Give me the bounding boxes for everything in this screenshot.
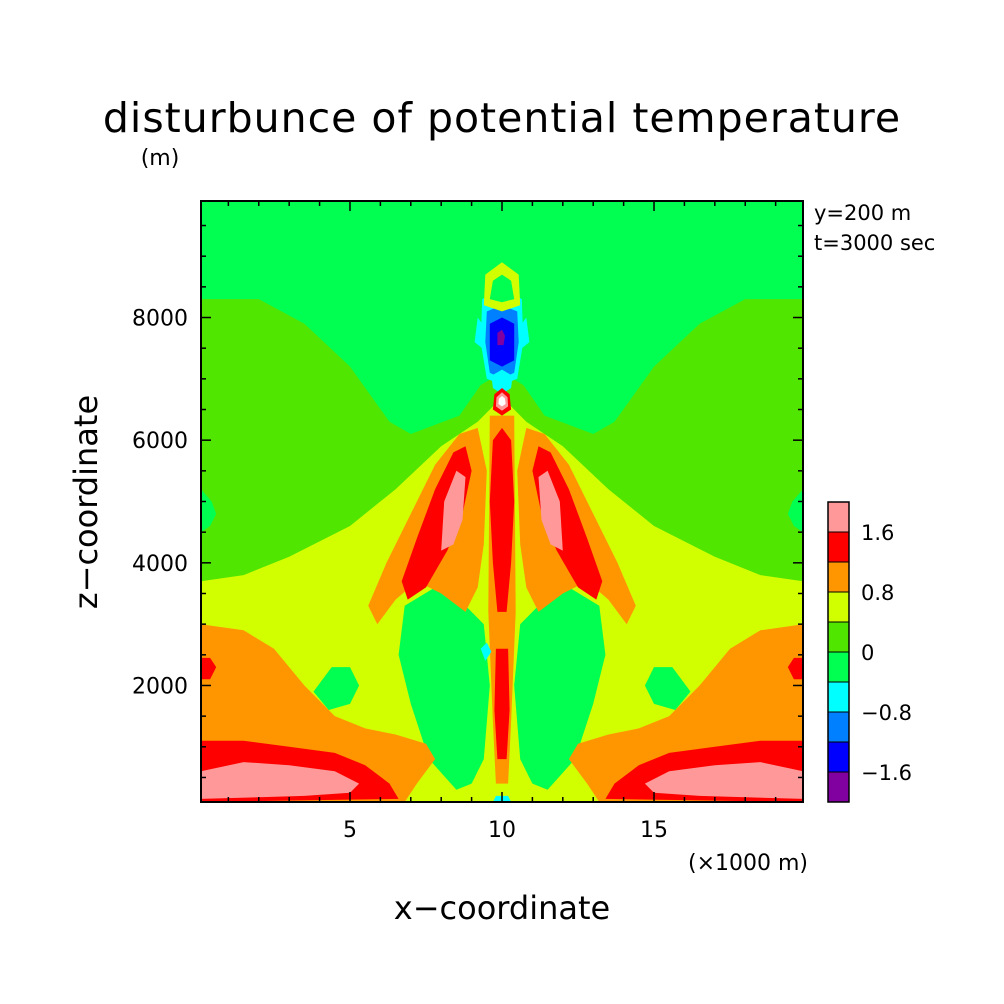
y-tick-label: 6000	[132, 429, 188, 454]
y-tick-label: 2000	[132, 674, 188, 699]
contour-region-7	[514, 587, 606, 790]
y-tick-label: 8000	[132, 307, 188, 332]
contour-field	[201, 201, 803, 802]
colorbar-label: 0	[861, 641, 874, 665]
contour-region-28	[474, 317, 483, 349]
contour-region-32	[497, 329, 505, 346]
contour-region-21	[201, 657, 217, 680]
colorbar-swatch	[828, 532, 849, 563]
contour-region-29	[521, 317, 530, 349]
colorbar-swatch	[828, 742, 849, 773]
y-axis: 2000 4000 6000 8000	[132, 224, 803, 779]
colorbar: −1.6 −0.8 0 0.8 1.6	[827, 501, 912, 803]
colorbar-swatch	[828, 622, 849, 653]
colorbar-swatch	[828, 712, 849, 743]
colorbar-label: −0.8	[861, 701, 912, 725]
contour-region-4	[201, 489, 217, 533]
contour-region-25	[441, 470, 466, 551]
colorbar-swatch	[828, 772, 849, 803]
contour-region-26	[538, 470, 563, 551]
annotation-t: t=3000 sec	[814, 231, 935, 255]
contour-region-19	[489, 427, 515, 612]
contour-region-34	[480, 642, 492, 661]
colorbar-label: −1.6	[861, 761, 912, 785]
colorbar-swatch	[828, 502, 849, 533]
annotation-y: y=200 m	[814, 201, 911, 225]
x-axis: 5 10 15	[227, 201, 777, 843]
contour-region-40	[489, 274, 515, 303]
contour-region-5	[787, 489, 803, 533]
colorbar-swatch	[828, 682, 849, 713]
colorbar-swatch	[828, 652, 849, 683]
contour-region-6	[398, 587, 490, 790]
contour-region-22	[787, 657, 803, 680]
colorbar-swatch	[828, 562, 849, 593]
y-tick-label: 4000	[132, 552, 188, 577]
chart-title: disturbunce of potential temperature	[103, 94, 901, 142]
contour-region-38	[498, 396, 506, 407]
x-tick-label: 10	[488, 818, 516, 843]
colorbar-swatch	[828, 592, 849, 623]
contour-region-33	[491, 369, 513, 395]
x-axis-label: x−coordinate	[394, 889, 610, 927]
colorbar-label: 0.8	[861, 581, 894, 605]
x-axis-unit: (×1000 m)	[688, 851, 808, 876]
y-axis-label: z−coordinate	[67, 395, 105, 609]
contour-region-8	[313, 667, 360, 710]
x-tick-label: 15	[640, 818, 668, 843]
contour-region-20	[494, 648, 510, 760]
contour-region-9	[644, 667, 691, 710]
contour-region-23	[201, 762, 360, 799]
y-axis-unit: (m)	[141, 146, 180, 171]
contour-region-24	[644, 762, 803, 799]
colorbar-label: 1.6	[861, 521, 894, 545]
x-tick-label: 5	[343, 818, 357, 843]
